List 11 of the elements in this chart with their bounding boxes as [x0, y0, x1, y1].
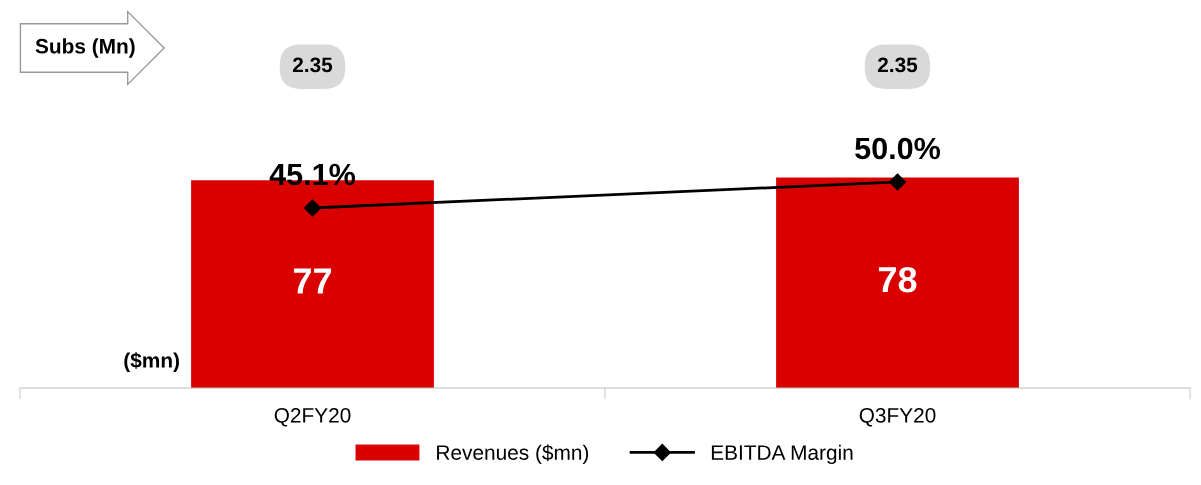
data-label: 77 [293, 268, 331, 294]
text: 2.35 [292, 57, 333, 73]
text: Subs (Mn) [35, 38, 135, 58]
data-label: 50.0% [855, 137, 941, 160]
x-tick-label: Q2FY20 [274, 407, 351, 427]
data-label: 78 [878, 266, 917, 293]
annotation: ($mn) [124, 352, 179, 372]
legend-label: Revenues ($mn) [437, 444, 589, 465]
text: 2.35 [877, 57, 918, 73]
legend-label: EBITDA Margin [711, 444, 853, 465]
x-tick-label: Q3FY20 [859, 407, 936, 427]
